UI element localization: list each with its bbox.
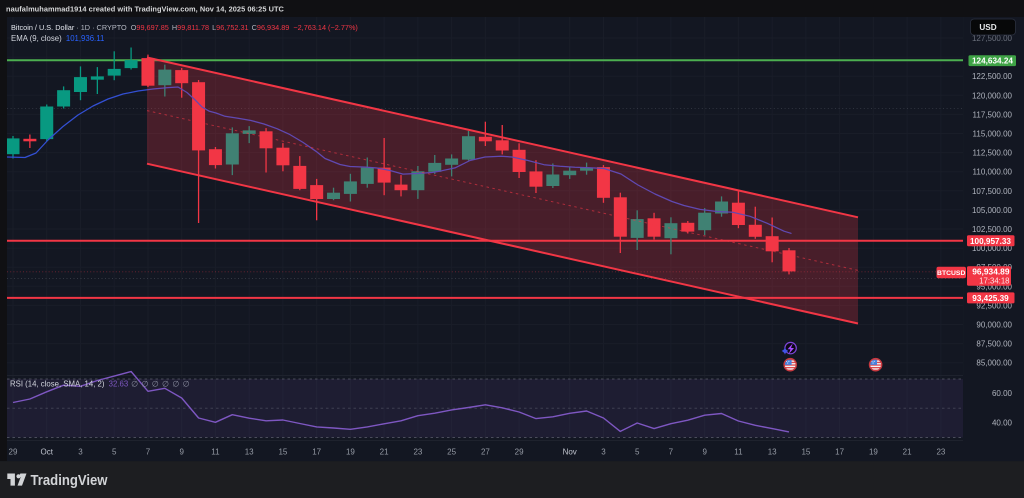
svg-text:Oct: Oct	[40, 448, 53, 457]
svg-text:3: 3	[601, 448, 606, 457]
svg-text:117,500.00: 117,500.00	[973, 110, 1013, 119]
svg-text:29: 29	[9, 448, 18, 457]
svg-text:13: 13	[245, 448, 254, 457]
svg-text:85,000.00: 85,000.00	[976, 359, 1012, 368]
svg-text:19: 19	[346, 448, 355, 457]
svg-text:93,425.39: 93,425.39	[972, 294, 1009, 303]
svg-text:21: 21	[380, 448, 389, 457]
svg-text:USD: USD	[979, 23, 996, 32]
svg-text:17: 17	[312, 448, 321, 457]
svg-text:Nov: Nov	[563, 448, 577, 457]
svg-text:124,634.24: 124,634.24	[972, 57, 1013, 66]
svg-text:60.00: 60.00	[992, 389, 1013, 398]
svg-text:11: 11	[211, 448, 220, 457]
svg-text:110,000.00: 110,000.00	[973, 168, 1013, 177]
svg-text:102,500.00: 102,500.00	[972, 225, 1013, 234]
svg-text:naufalmuhammad1914 created wit: naufalmuhammad1914 created with TradingV…	[6, 5, 285, 14]
svg-text:112,500.00: 112,500.00	[973, 149, 1013, 158]
svg-text:29: 29	[515, 448, 524, 457]
svg-text:7: 7	[146, 448, 151, 457]
svg-text:100,957.33: 100,957.33	[970, 237, 1011, 246]
svg-text:17: 17	[835, 448, 844, 457]
svg-text:40.00: 40.00	[992, 418, 1013, 427]
svg-text:3: 3	[78, 448, 83, 457]
svg-text:120,000.00: 120,000.00	[972, 91, 1013, 100]
svg-text:EMA (9, close) 101,936.11: EMA (9, close) 101,936.11	[11, 34, 104, 43]
svg-text:15: 15	[801, 448, 810, 457]
svg-text:23: 23	[413, 448, 422, 457]
svg-text:19: 19	[869, 448, 878, 457]
svg-text:87,500.00: 87,500.00	[976, 340, 1012, 349]
svg-text:122,500.00: 122,500.00	[972, 72, 1013, 81]
svg-text:23: 23	[936, 448, 945, 457]
svg-text:Bitcoin / U.S. Dollar · 1D · C: Bitcoin / U.S. Dollar · 1D · CRYPTO O99,6…	[11, 23, 358, 32]
svg-text:11: 11	[734, 448, 743, 457]
svg-text:115,000.00: 115,000.00	[973, 130, 1013, 139]
svg-text:15: 15	[278, 448, 287, 457]
svg-text:TradingView: TradingView	[31, 473, 109, 489]
svg-text:9: 9	[179, 448, 184, 457]
svg-text:BTCUSD: BTCUSD	[937, 270, 965, 277]
svg-text:13: 13	[768, 448, 777, 457]
svg-text:RSI (14, close, SMA, 14, 2) 32: RSI (14, close, SMA, 14, 2) 32.63 ∅∅∅∅∅∅	[10, 380, 193, 389]
svg-text:9: 9	[702, 448, 707, 457]
svg-text:105,000.00: 105,000.00	[972, 206, 1013, 215]
svg-text:7: 7	[669, 448, 674, 457]
svg-text:25: 25	[447, 448, 456, 457]
svg-text:95,000.00: 95,000.00	[976, 282, 1012, 291]
svg-text:27: 27	[481, 448, 490, 457]
svg-text:100,000.00: 100,000.00	[972, 244, 1013, 253]
svg-text:92,500.00: 92,500.00	[976, 301, 1012, 310]
svg-text:107,500.00: 107,500.00	[972, 187, 1013, 196]
svg-text:17:34:18: 17:34:18	[979, 276, 1009, 285]
svg-text:5: 5	[112, 448, 117, 457]
svg-text:90,000.00: 90,000.00	[976, 321, 1012, 330]
svg-text:21: 21	[903, 448, 912, 457]
svg-text:96,934.89: 96,934.89	[972, 267, 1010, 277]
svg-text:5: 5	[635, 448, 640, 457]
svg-text:127,500.00: 127,500.00	[972, 34, 1013, 43]
